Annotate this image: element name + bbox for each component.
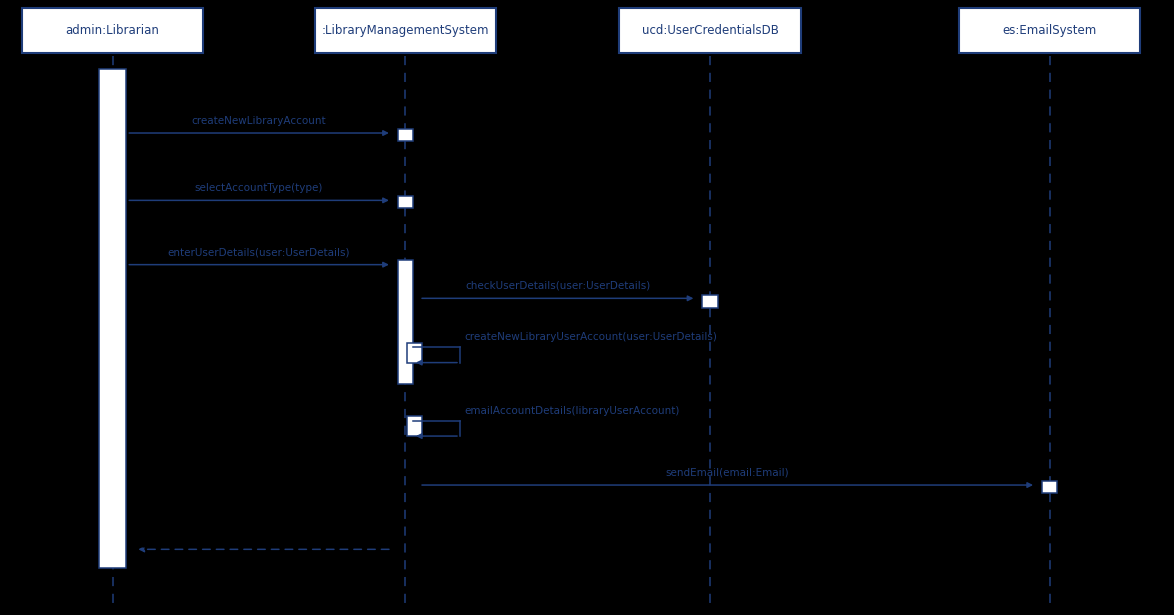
Bar [398,129,413,141]
Text: createNewLibraryUserAccount(user:UserDetails): createNewLibraryUserAccount(user:UserDet… [465,332,717,343]
Text: emailAccountDetails(libraryUserAccount): emailAccountDetails(libraryUserAccount) [465,406,680,416]
Bar [407,343,423,363]
Text: es:EmailSystem: es:EmailSystem [1003,24,1097,37]
Bar [99,69,127,568]
Bar [1043,481,1058,493]
Text: enterUserDetails(user:UserDetails): enterUserDetails(user:UserDetails) [168,247,350,257]
Bar [22,7,203,54]
Bar [619,7,801,54]
Text: checkUserDetails(user:UserDetails): checkUserDetails(user:UserDetails) [465,281,650,291]
Bar [407,416,423,436]
Text: admin:Librarian: admin:Librarian [66,24,160,37]
Bar [398,196,413,208]
Bar [702,295,717,308]
Text: createNewLibraryAccount: createNewLibraryAccount [191,116,326,125]
Text: :LibraryManagementSystem: :LibraryManagementSystem [322,24,490,37]
Bar [315,7,497,54]
Text: sendEmail(email:Email): sendEmail(email:Email) [666,467,789,478]
Bar [959,7,1140,54]
Text: ucd:UserCredentialsDB: ucd:UserCredentialsDB [641,24,778,37]
Bar [398,260,413,384]
Text: selectAccountType(type): selectAccountType(type) [195,183,323,193]
